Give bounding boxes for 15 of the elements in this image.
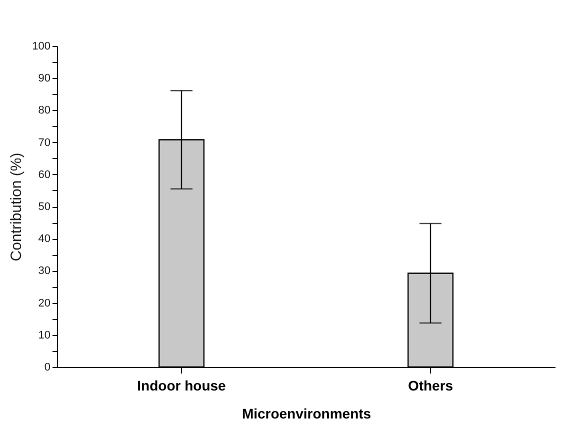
y-tick-label: 50 — [38, 201, 50, 213]
y-tick-label: 80 — [38, 104, 50, 117]
y-axis-title: Contribution (%) — [8, 152, 26, 262]
y-tick-label: 30 — [38, 265, 50, 278]
x-tick-label: Others — [408, 378, 454, 394]
y-tick-label: 100 — [32, 40, 50, 52]
x-tick-label: Indoor house — [137, 378, 226, 394]
y-tick-label: 10 — [38, 329, 50, 342]
y-tick-label: 40 — [38, 233, 50, 246]
y-tick-label: 20 — [38, 297, 50, 310]
y-tick-label: 60 — [38, 168, 50, 181]
y-tick-label: 0 — [44, 362, 50, 374]
x-axis-title: Microenvironments — [242, 406, 372, 422]
y-tick-label: 70 — [38, 136, 50, 149]
y-tick-label: 90 — [38, 72, 50, 85]
